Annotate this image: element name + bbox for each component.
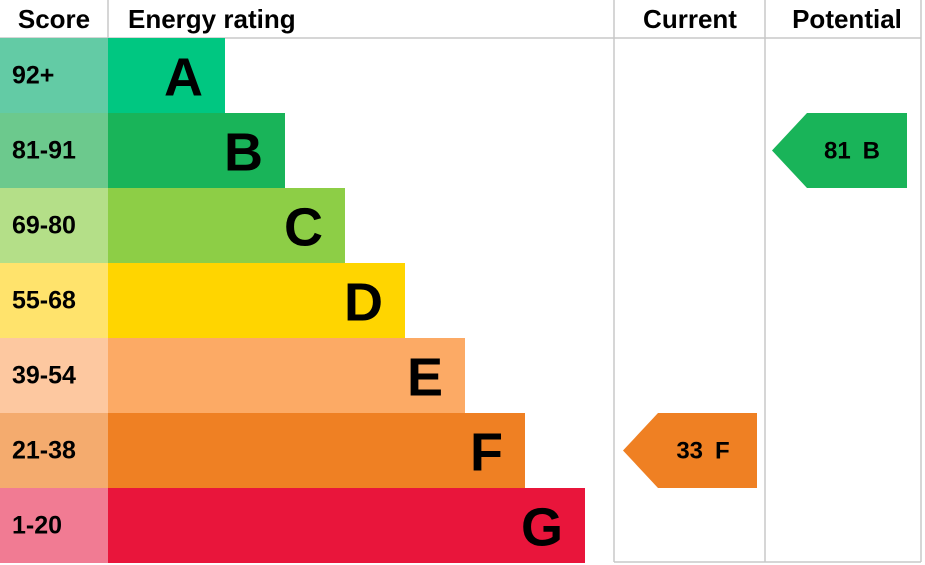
score-cell: [0, 188, 108, 263]
current-letter: F: [715, 437, 730, 464]
score-label: 39-54: [12, 362, 76, 390]
rating-letter: E: [407, 348, 443, 408]
score-cell: [0, 38, 108, 113]
header-current: Current: [643, 4, 737, 34]
score-cell: [0, 113, 108, 188]
rating-bar: [108, 263, 405, 338]
rating-bar: [108, 113, 285, 188]
score-cell: [0, 338, 108, 413]
rating-bar: [108, 38, 225, 113]
rating-bar: [108, 188, 345, 263]
score-cell: [0, 263, 108, 338]
rating-letter: D: [344, 273, 383, 333]
header-potential: Potential: [792, 4, 902, 34]
rating-letter: B: [224, 123, 263, 183]
score-label: 55-68: [12, 287, 76, 315]
score-label: 1-20: [12, 512, 62, 540]
current-arrow: [623, 413, 757, 488]
potential-arrow: [772, 113, 907, 188]
rating-bar: [108, 338, 465, 413]
potential-rating: 81 B: [824, 137, 880, 164]
rating-letter: A: [164, 48, 203, 108]
score-label: 81-91: [12, 137, 76, 165]
current-value: 33: [676, 437, 703, 464]
score-cell: [0, 413, 108, 488]
potential-letter: B: [863, 137, 880, 164]
rating-letter: C: [284, 198, 323, 258]
rating-letter: F: [470, 423, 503, 483]
rating-bar: [108, 413, 525, 488]
score-label: 92+: [12, 62, 54, 90]
rating-letter: G: [521, 498, 563, 558]
header-score: Score: [18, 4, 90, 34]
current-rating: 33 F: [676, 437, 729, 464]
score-cell: [0, 488, 108, 563]
header-rating: Energy rating: [128, 4, 296, 34]
score-label: 21-38: [12, 437, 76, 465]
rating-bar: [108, 488, 585, 563]
score-label: 69-80: [12, 212, 76, 240]
potential-value: 81: [824, 137, 851, 164]
